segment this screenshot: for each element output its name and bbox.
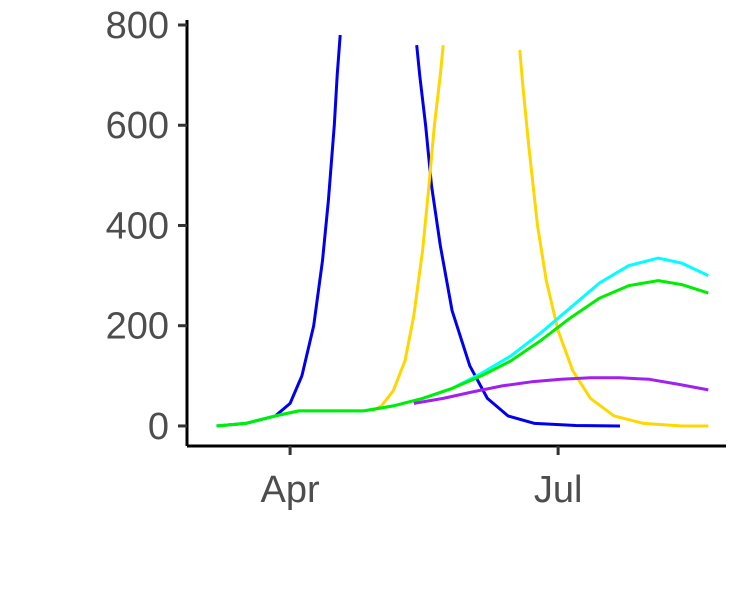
series-line-7 bbox=[413, 376, 709, 405]
y-tick-label: 600 bbox=[106, 105, 169, 147]
x-tick-label: Jul bbox=[534, 469, 583, 511]
series-line-4 bbox=[518, 49, 709, 428]
x-axis-ticks: Apr Jul bbox=[261, 446, 583, 511]
y-tick-label: 800 bbox=[106, 5, 169, 47]
series-line-1 bbox=[216, 34, 342, 428]
y-tick-label: 400 bbox=[106, 205, 169, 247]
series-line-2 bbox=[415, 44, 621, 428]
y-axis-ticks: 0 200 400 600 800 bbox=[106, 5, 187, 448]
axes-layer: 0 200 400 600 800 Apr Jul bbox=[106, 5, 726, 511]
y-tick-label: 0 bbox=[148, 406, 169, 448]
x-tick-label: Apr bbox=[261, 469, 320, 511]
series-layer bbox=[216, 34, 709, 428]
series-line-6 bbox=[216, 279, 709, 428]
series-line-3 bbox=[371, 44, 445, 413]
y-tick-label: 200 bbox=[106, 306, 169, 348]
